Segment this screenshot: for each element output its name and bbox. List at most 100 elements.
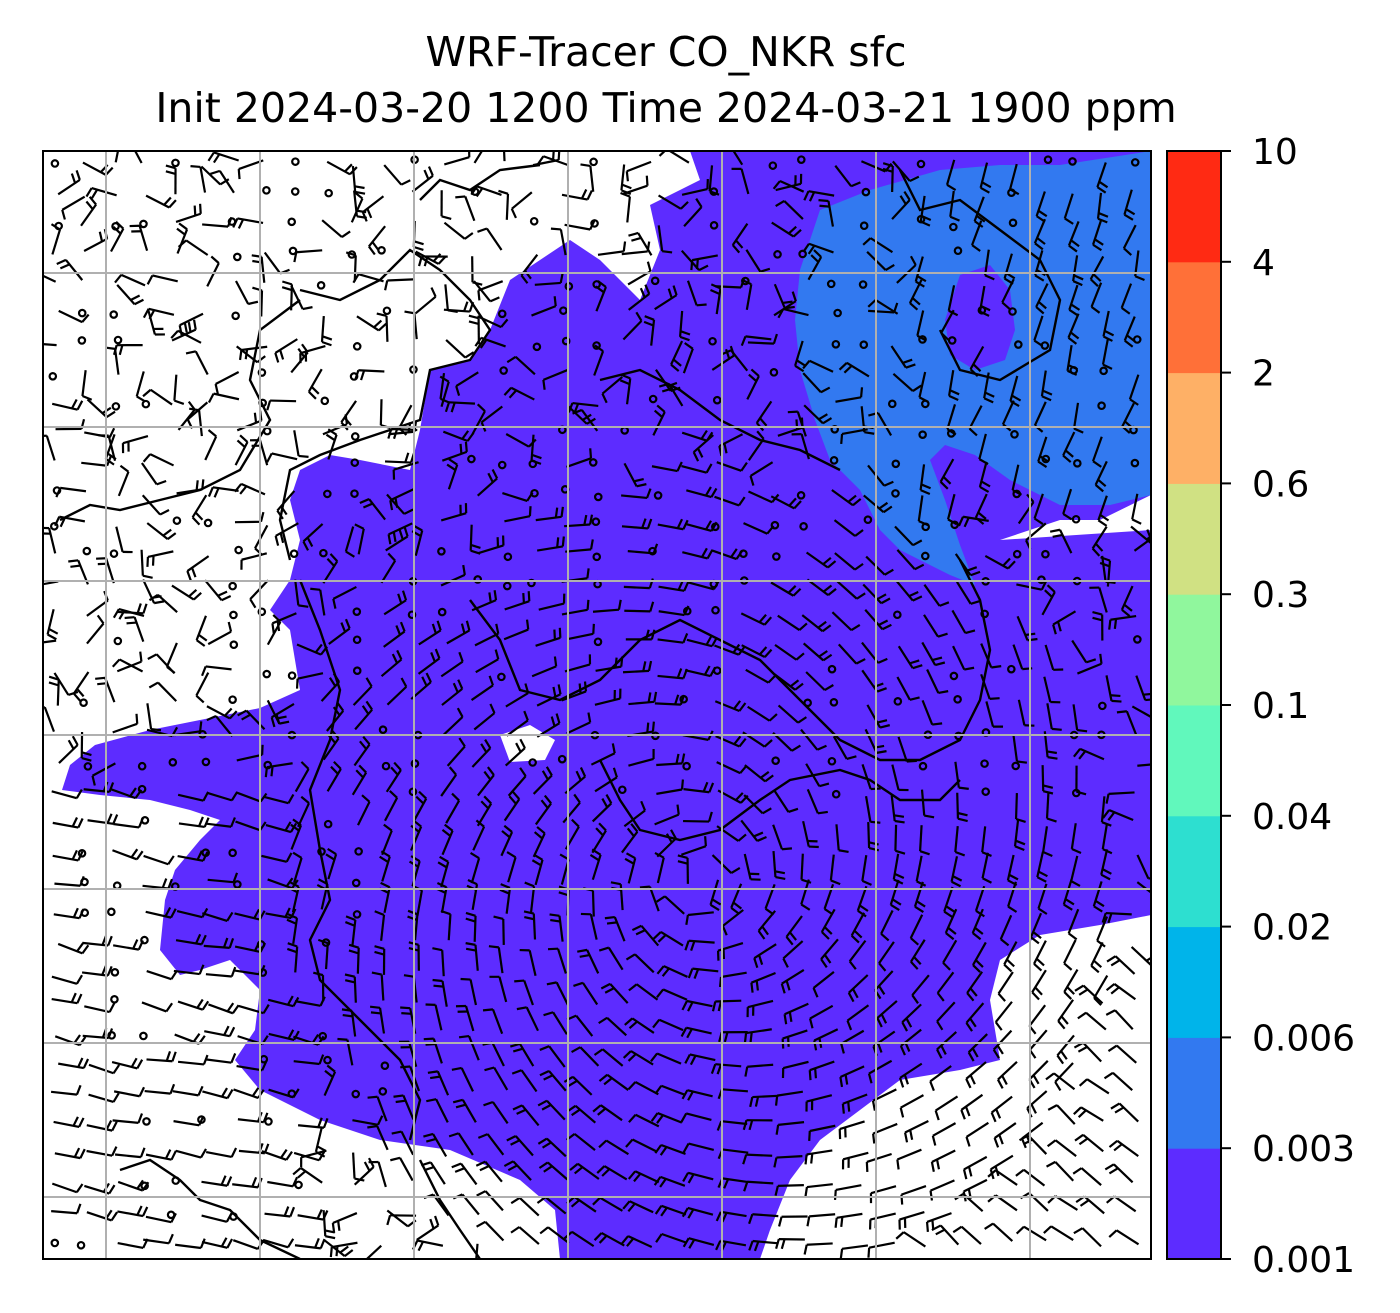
wind-barb bbox=[952, 1225, 982, 1245]
wind-barb bbox=[847, 974, 869, 1003]
wind-barb bbox=[858, 280, 868, 289]
colorbar-segment bbox=[1167, 815, 1221, 928]
coastline-segment bbox=[598, 759, 961, 842]
wind-barb bbox=[1015, 1225, 1047, 1242]
wind-barb bbox=[1049, 528, 1073, 554]
wind-barb bbox=[499, 883, 512, 914]
wind-barb bbox=[748, 1239, 779, 1252]
wind-barb bbox=[1033, 493, 1044, 525]
wind-barb bbox=[802, 242, 834, 255]
wind-barb bbox=[332, 585, 357, 609]
wind-barb bbox=[190, 165, 207, 193]
wind-barb bbox=[1105, 983, 1137, 1001]
wind-barb bbox=[831, 789, 841, 799]
wind-barb bbox=[477, 227, 503, 251]
wind-barb bbox=[949, 222, 958, 232]
wind-barb bbox=[177, 239, 209, 256]
wind-barb bbox=[534, 794, 553, 826]
wind-barb bbox=[489, 975, 508, 1003]
wind-barb bbox=[716, 461, 748, 472]
wind-barb bbox=[973, 196, 986, 228]
wind-barb bbox=[170, 329, 202, 344]
wind-barb bbox=[769, 368, 779, 377]
wind-barb bbox=[197, 1115, 206, 1124]
wind-barb bbox=[594, 767, 618, 793]
wind-barb bbox=[477, 766, 495, 797]
wind-barb bbox=[942, 939, 958, 971]
wind-barb bbox=[500, 824, 514, 857]
wind-barb bbox=[1014, 793, 1026, 823]
wind-barb bbox=[862, 583, 891, 605]
wind-barb bbox=[680, 1026, 712, 1039]
wind-barb bbox=[510, 1196, 540, 1217]
wind-barb bbox=[866, 704, 891, 729]
wind-barb bbox=[780, 969, 805, 994]
wind-barb bbox=[359, 498, 386, 521]
wind-barb bbox=[604, 915, 626, 942]
wind-barb bbox=[354, 523, 365, 555]
wind-barb bbox=[945, 159, 957, 191]
wind-barb bbox=[117, 1205, 149, 1218]
wind-barb bbox=[274, 338, 298, 363]
wind-barb bbox=[996, 1061, 1018, 1089]
colorbar-segment bbox=[1167, 483, 1221, 595]
wind-barb bbox=[898, 1211, 925, 1230]
wind-barb bbox=[506, 1135, 534, 1157]
wind-barb bbox=[168, 758, 178, 767]
wind-barb bbox=[379, 850, 391, 882]
wind-barb bbox=[146, 703, 162, 732]
wind-barb bbox=[709, 221, 719, 230]
colorbar-tick-label: 0.04 bbox=[1252, 797, 1332, 838]
wind-barb bbox=[628, 983, 659, 1001]
wind-barb bbox=[722, 151, 744, 166]
wind-barb bbox=[441, 679, 464, 706]
wind-barb bbox=[992, 1029, 1013, 1059]
wind-barb bbox=[473, 280, 500, 303]
wind-barb bbox=[620, 191, 631, 223]
wind-barb bbox=[794, 340, 806, 373]
wind-barb bbox=[204, 579, 232, 602]
wind-barb bbox=[747, 430, 765, 461]
wind-barb bbox=[49, 521, 59, 531]
wind-barb bbox=[775, 173, 803, 192]
wind-barb bbox=[288, 246, 298, 256]
wind-barb bbox=[86, 1146, 118, 1157]
wind-barb bbox=[890, 345, 916, 369]
wind-barb bbox=[536, 536, 565, 552]
wind-barb bbox=[1130, 158, 1140, 167]
wind-barb bbox=[81, 370, 93, 401]
wind-barb bbox=[503, 790, 521, 822]
colorbar-tick-label: 4 bbox=[1252, 243, 1275, 284]
wind-barb bbox=[238, 345, 268, 361]
wind-barb bbox=[1089, 586, 1108, 613]
wind-barb bbox=[448, 1132, 474, 1156]
wind-barb bbox=[439, 375, 450, 407]
wind-barb bbox=[539, 1226, 570, 1244]
wind-barb bbox=[543, 1011, 568, 1035]
wind-barb bbox=[368, 1160, 387, 1188]
wind-barb bbox=[589, 848, 602, 880]
wind-barb bbox=[683, 811, 713, 823]
wind-barb bbox=[592, 1104, 623, 1122]
wind-barb bbox=[470, 185, 502, 198]
wind-barb bbox=[841, 1093, 868, 1114]
wind-barb bbox=[472, 819, 486, 851]
wind-barb bbox=[1015, 1168, 1046, 1187]
wind-barb bbox=[588, 458, 598, 467]
wind-barb bbox=[203, 937, 235, 949]
wind-barb bbox=[930, 1149, 956, 1172]
wind-barb bbox=[648, 394, 658, 404]
wind-barb bbox=[418, 620, 442, 646]
wind-barb bbox=[532, 766, 553, 795]
wind-barb bbox=[538, 1161, 569, 1181]
wind-barb bbox=[774, 1184, 804, 1196]
wind-barb bbox=[741, 279, 753, 311]
wind-barb bbox=[953, 695, 962, 704]
wind-barb bbox=[460, 977, 478, 1006]
wind-barb bbox=[384, 790, 399, 822]
wind-barb bbox=[48, 675, 60, 706]
wind-barb bbox=[350, 489, 359, 498]
wind-barb bbox=[731, 167, 750, 195]
wind-barb bbox=[81, 456, 112, 467]
wind-barb bbox=[229, 640, 239, 650]
